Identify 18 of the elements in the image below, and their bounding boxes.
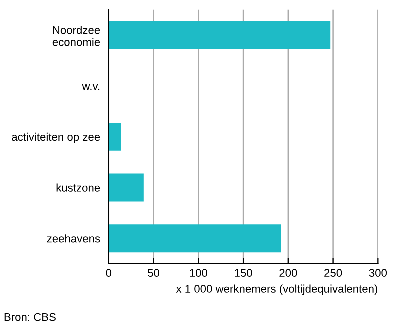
bar [108,174,144,202]
y-tick-label: zeehavens [47,234,100,243]
x-tick-label: 0 [106,269,112,278]
y-tick-label: Noordzee economie [52,26,100,46]
bar [108,122,122,151]
x-tick-label: 100 [190,269,208,278]
bar [108,21,331,50]
y-tick-label: activiteiten op zee [12,132,100,144]
x-tick-label: 150 [235,269,252,278]
x-axis-title: x 1 000 werknemers (voltijdequivalenten) [176,284,378,296]
text: Bron: CBS [4,313,56,322]
bar [108,224,282,253]
x-tick-label: 300 [369,269,388,278]
x-tick-label: 200 [280,269,298,278]
x-tick-label: 50 [148,269,160,278]
x-tick-label: 250 [324,269,342,278]
y-tick-label: w.v. [82,84,100,90]
y-tick-label: kustzone [56,184,100,192]
